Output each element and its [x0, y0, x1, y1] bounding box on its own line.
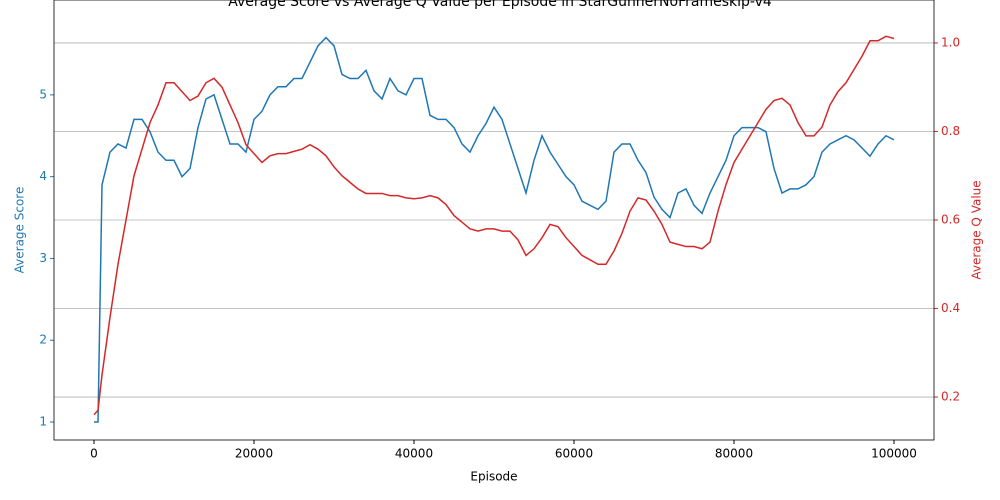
- y2-tick-label: 0.4: [941, 301, 960, 315]
- y-tick-label: 3: [39, 251, 47, 265]
- x-axis-label: Episode: [470, 470, 517, 484]
- plot-frame: [53, 0, 935, 441]
- y-tick-label: 4: [39, 169, 47, 183]
- y-axis-label: Average Score: [13, 187, 27, 274]
- y2-tick-label: 0.6: [941, 213, 960, 227]
- y2-tick-label: 0.2: [941, 390, 960, 404]
- series-line: [94, 36, 895, 423]
- x-tick-label: 100000: [871, 447, 917, 461]
- x-tick-label: 20000: [235, 447, 273, 461]
- x-tick-label: 60000: [555, 447, 593, 461]
- y-tick-label: 1: [39, 415, 47, 429]
- y2-tick-label: 0.8: [941, 124, 960, 138]
- series-line: [93, 35, 895, 416]
- y-tick-label: 2: [39, 333, 47, 347]
- y-tick-label: 5: [39, 87, 47, 101]
- x-tick-label: 0: [90, 447, 98, 461]
- x-tick-label: 40000: [395, 447, 433, 461]
- x-tick-label: 80000: [715, 447, 753, 461]
- y2-tick-label: 1.0: [941, 35, 960, 49]
- chart-title: Average Score vs Average Q Value per Epi…: [228, 0, 772, 10]
- y2-axis-label: Average Q Value: [970, 180, 984, 279]
